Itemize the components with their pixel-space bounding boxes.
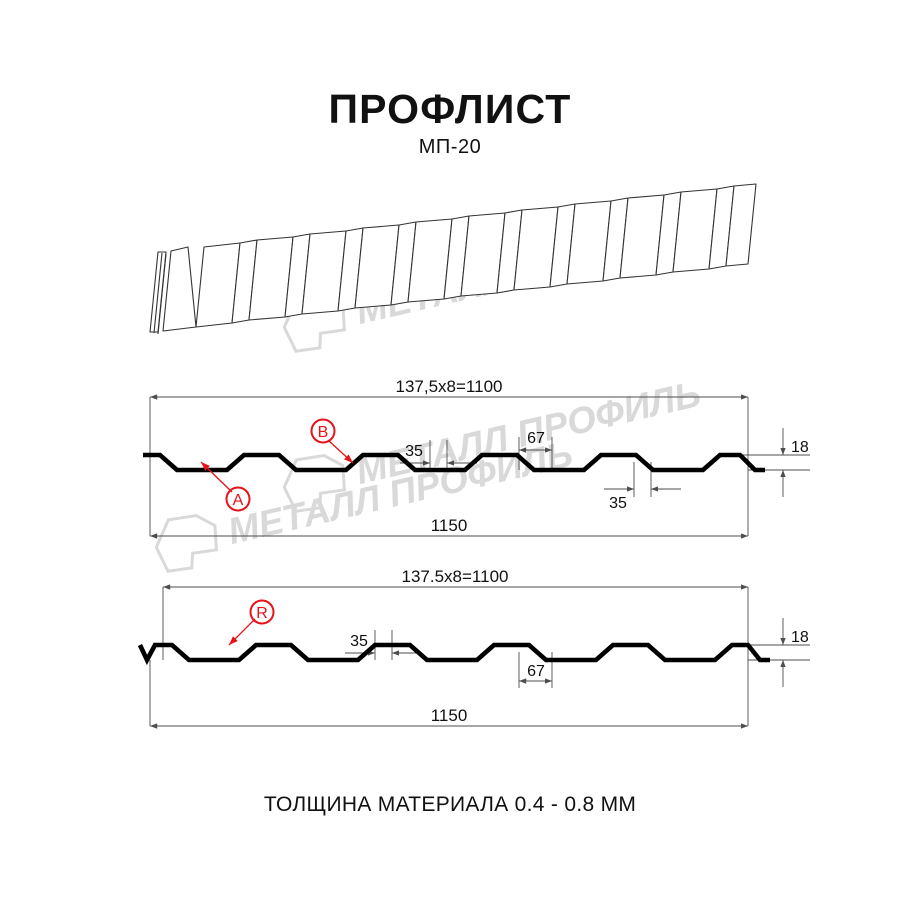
dim-effective-width-top: 137,5x8=1100 [150,377,748,400]
dim-valley-width-top-label: 67 [527,430,545,447]
dim-rib-bottom-width-top-label: 35 [609,495,627,512]
callout-r-label: R [256,605,268,622]
dim-effective-width-bottom-label: 137.5x8=1100 [402,567,509,586]
dim-height-top: 18 [780,428,809,497]
dim-effective-width-top-label: 137,5x8=1100 [396,377,503,396]
section-bottom: 137.5x8=1100 1150 35 67 18 [137,567,810,729]
callout-a-label: A [233,492,244,509]
dim-rib-top-width-bottom-label: 35 [350,633,368,650]
dim-valley-width-bottom-label: 67 [527,663,545,680]
material-thickness-note: ТОЛЩИНА МАТЕРИАЛА 0.4 - 0.8 ММ [263,793,637,816]
dim-effective-width-bottom: 137.5x8=1100 [163,567,748,590]
page-title: ПРОФЛИСТ [328,86,572,132]
profile-section-top [143,452,765,473]
dim-height-bottom-label: 18 [791,629,809,646]
dim-height-bottom: 18 [780,618,809,687]
model-subtitle: МП-20 [418,136,482,158]
dim-height-top-label: 18 [791,439,809,456]
dim-total-width-bottom: 1150 [150,706,748,729]
profile-section-bottom [137,642,770,666]
section-top: 137,5x8=1100 1150 35 67 35 [143,377,810,539]
dim-rib-top-width-top-label: 35 [405,443,423,460]
dim-rib-bottom-width-top: 35 [604,486,681,512]
callout-a: A [200,461,251,512]
dim-total-width-top-label: 1150 [431,516,468,535]
callout-b: B [310,418,354,464]
dim-total-width-bottom-label: 1150 [431,706,468,725]
callout-r: R [228,599,275,646]
isometric-view [149,183,757,335]
callout-b-label: B [318,424,329,441]
dim-valley-width-top: 67 [519,430,552,453]
dim-total-width-top: 1150 [150,516,748,539]
dim-valley-width-bottom: 67 [519,663,552,684]
